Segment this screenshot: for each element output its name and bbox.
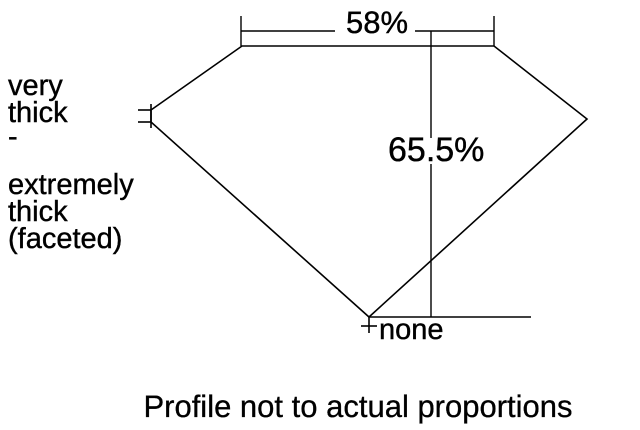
svg-text:(faceted): (faceted)	[8, 223, 122, 255]
svg-text:65.5%: 65.5%	[388, 131, 484, 169]
svg-text:Profile not to actual proporti: Profile not to actual proportions	[143, 389, 572, 424]
svg-text:-: -	[8, 121, 18, 153]
svg-text:58%: 58%	[346, 5, 408, 40]
svg-text:none: none	[379, 314, 444, 346]
